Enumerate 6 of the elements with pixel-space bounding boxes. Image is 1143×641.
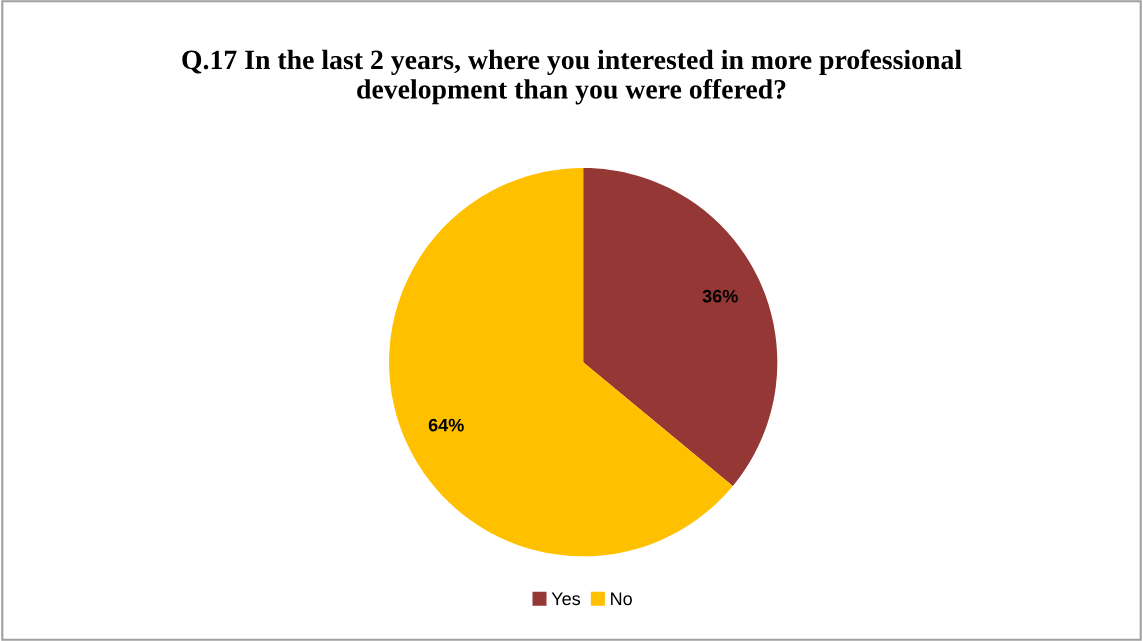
legend-label: No [611, 592, 632, 606]
data-label: 36% [702, 289, 738, 303]
pie-slice [583, 168, 778, 486]
data-label: 64% [428, 418, 464, 432]
chart-title: Q.17 In the last 2 years, where you interested in more professional development than you were offered? [182, 49, 962, 105]
legend-label: Yes [551, 592, 581, 606]
